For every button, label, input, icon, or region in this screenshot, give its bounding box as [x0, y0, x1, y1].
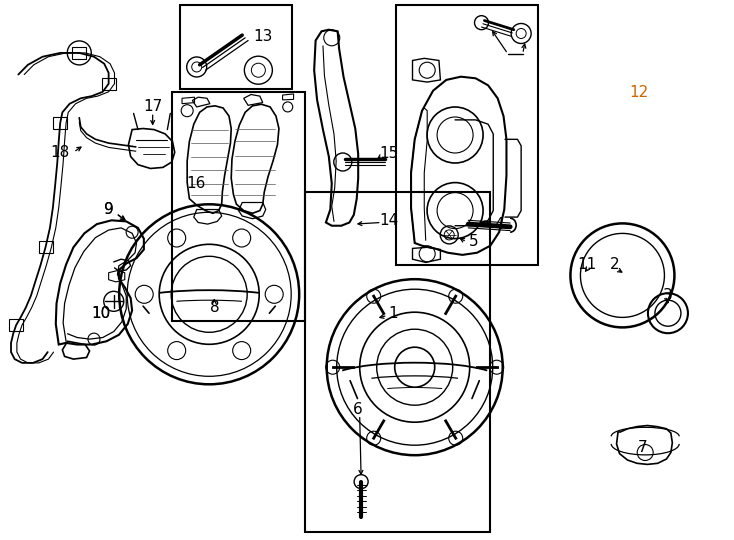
Bar	[72, 47, 87, 59]
Text: 14: 14	[379, 213, 399, 228]
Text: 3: 3	[663, 288, 673, 303]
Text: 16: 16	[186, 176, 206, 191]
Bar	[305, 192, 490, 532]
Bar	[101, 78, 116, 90]
Text: 5: 5	[468, 234, 479, 249]
Text: 11: 11	[578, 257, 597, 272]
Text: 9: 9	[103, 202, 114, 217]
Text: 10: 10	[92, 306, 111, 321]
Text: 4: 4	[494, 217, 504, 232]
Text: 10: 10	[92, 306, 111, 321]
Text: 8: 8	[209, 300, 219, 315]
Text: 12: 12	[629, 85, 648, 100]
Text: 15: 15	[379, 146, 399, 161]
Text: 18: 18	[51, 145, 70, 160]
Text: 1: 1	[388, 306, 398, 321]
Text: 7: 7	[637, 440, 647, 455]
Bar	[172, 92, 305, 321]
Text: 13: 13	[253, 29, 272, 44]
Text: 6: 6	[353, 402, 363, 417]
Text: 17: 17	[143, 99, 162, 114]
Text: 9: 9	[103, 202, 114, 217]
Bar	[38, 241, 53, 253]
Bar	[9, 319, 23, 331]
Bar	[180, 5, 292, 89]
Bar	[396, 5, 538, 265]
Text: 2: 2	[610, 257, 620, 272]
Bar	[53, 117, 68, 129]
